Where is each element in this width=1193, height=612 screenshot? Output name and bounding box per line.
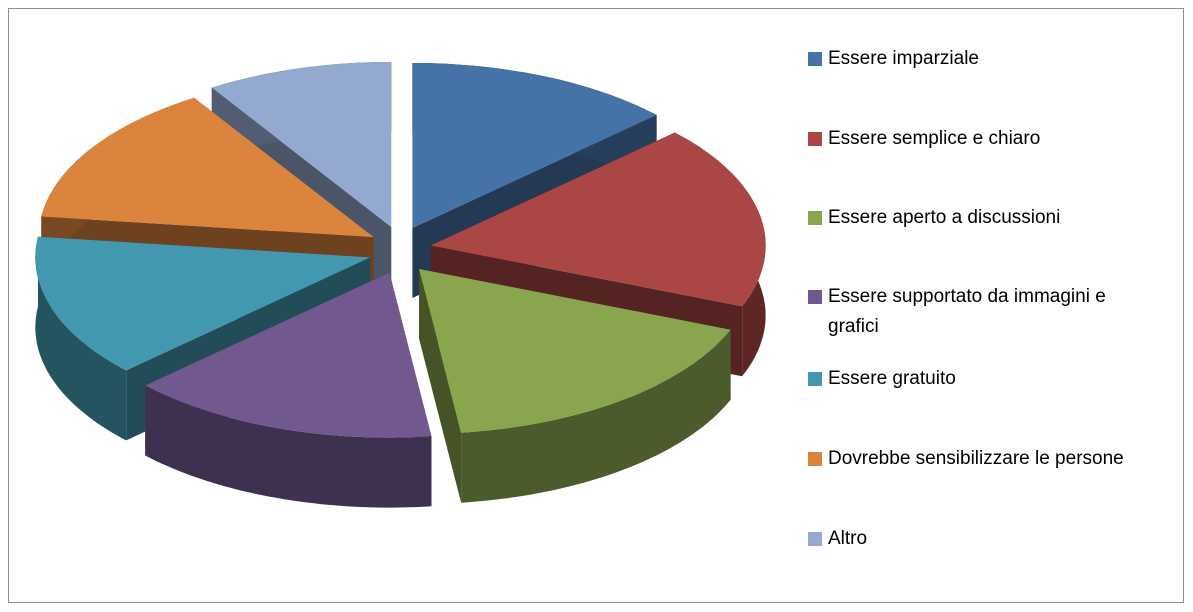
legend-label: Essere supportato da immagini e grafici: [828, 286, 1106, 337]
slice-wall: [419, 268, 462, 503]
legend-item: Dovrebbe sensibilizzare le persone: [808, 444, 1158, 474]
legend-item: Essere aperto a discussioni: [808, 203, 1158, 233]
legend-swatch: [808, 52, 822, 66]
legend-swatch: [808, 532, 822, 546]
slice: [419, 268, 731, 433]
legend-label: Essere semplice e chiaro: [828, 128, 1041, 149]
legend-label: Altro: [828, 528, 868, 549]
legend-label: Essere gratuito: [828, 368, 956, 389]
legend-swatch: [808, 211, 822, 225]
slice: [145, 272, 432, 438]
chart: [35, 62, 766, 508]
legend-label: Essere imparziale: [828, 48, 979, 69]
legend-item: Essere gratuito: [808, 364, 1158, 394]
slice-side: [461, 329, 731, 503]
slice: [35, 236, 371, 371]
slice: [412, 63, 657, 228]
legend-label: Dovrebbe sensibilizzare le persone: [828, 448, 1124, 469]
slice-side: [145, 385, 432, 508]
legend-swatch: [808, 372, 822, 386]
slice: [430, 132, 766, 307]
legend-item: Essere semplice e chiaro: [808, 124, 1158, 154]
slice-side: [35, 236, 127, 441]
legend-item: Essere imparziale: [808, 44, 1158, 74]
legend-item: Altro: [808, 524, 1158, 554]
chart-frame: [8, 8, 1184, 603]
slice: [41, 97, 374, 238]
legend-swatch: [808, 290, 822, 304]
slice: [211, 62, 392, 227]
legend-swatch: [808, 132, 822, 146]
legend-label: Essere aperto a discussioni: [828, 207, 1061, 228]
legend-item: Essere supportato da immagini e grafici: [808, 282, 1158, 342]
legend-swatch: [808, 452, 822, 466]
